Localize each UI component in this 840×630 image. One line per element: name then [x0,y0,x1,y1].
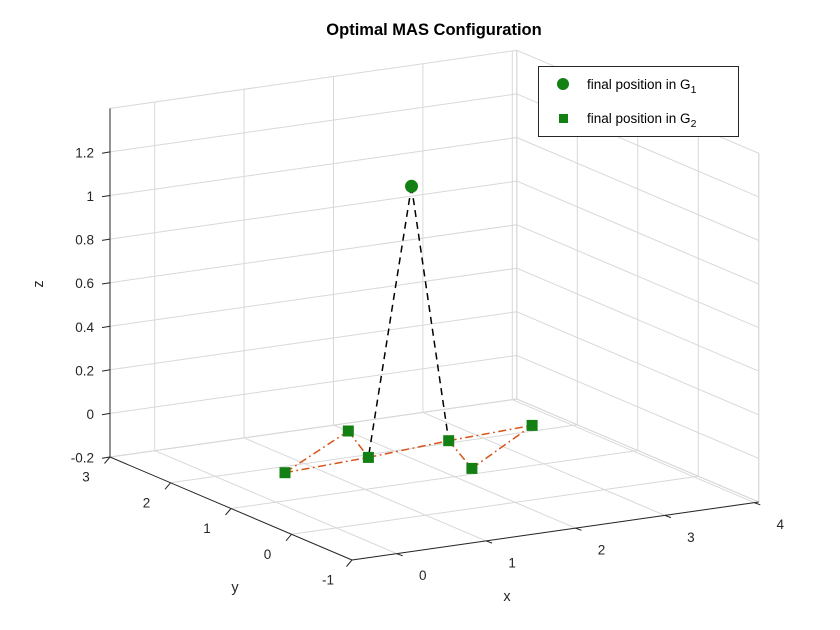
y-tick [346,559,353,567]
z-tick-label: -0.2 [71,451,94,466]
z-tick-label: 0.6 [75,276,94,291]
y-tick-label: 2 [143,495,151,510]
edge-dashdot-orange [284,456,369,474]
grid-line-wally-z [109,267,517,327]
box-edge [109,49,517,109]
z-axis-label: z [31,280,47,288]
g2-square-marker [342,425,354,437]
legend-marker-cell [539,114,587,124]
grid-line-wallx-z [516,311,759,416]
y-tick [104,456,111,464]
edge-dashed-black [367,186,413,458]
box-edge [516,398,759,503]
z-tick [101,282,111,285]
edge-dashdot-orange [471,424,533,470]
grid-line-wallx-z [516,224,759,329]
x-tick-label: 1 [508,555,516,570]
z-tick [101,151,111,154]
g2-square-marker [279,467,291,479]
g2-square-marker [443,435,455,447]
x-tick [485,540,493,544]
y-tick-label: 1 [203,521,211,536]
z-tick [101,369,111,372]
grid-line-wallx-z [516,180,759,285]
box-edge [109,398,517,458]
x-tick [396,553,403,557]
legend: final position in G1 final position in G… [538,66,739,137]
grid-line-wally-z [109,311,517,371]
y-tick-label: 0 [264,547,272,562]
x-axis-line [351,501,759,561]
grid-line-wally-z [109,224,517,284]
legend-label-g2: final position in G2 [587,111,696,129]
g2-square-marker [466,462,478,474]
z-tick-label: 1.2 [75,145,94,160]
x-tick [664,514,672,519]
z-tick [101,456,111,459]
y-tick-label: 3 [82,470,90,485]
grid-line-wallx-z [516,267,759,372]
z-tick-label: 0 [86,407,94,422]
z-tick [101,195,111,198]
y-tick [225,508,232,516]
chart-title: Optimal MAS Configuration [326,21,542,39]
z-tick-label: 0.2 [75,363,94,378]
edge-dashdot-orange [284,430,349,474]
x-tick [575,527,582,531]
circle-marker-icon [557,78,569,91]
y-axis-label: y [231,580,239,596]
z-tick-label: 1 [86,189,94,204]
y-tick-label: -1 [322,573,334,588]
legend-row-g2: final position in G2 [539,102,738,136]
z-tick-label: 0.8 [75,233,94,248]
legend-label-text: final position in G [587,76,691,92]
x-tick-label: 2 [598,543,606,558]
y-tick [164,482,171,490]
g1-circle-marker [405,179,418,193]
edge-dashdot-orange [368,439,449,459]
legend-label-text: final position in G [587,111,691,127]
g2-square-marker [362,451,374,463]
grid-line-wally-z [109,93,517,153]
legend-label-subscript: 2 [690,118,697,131]
grid-line-wally-z [109,180,517,240]
square-marker-icon [558,114,568,124]
x-tick-label: 3 [687,530,695,545]
z-tick-label: 0.4 [75,320,94,335]
legend-label-subscript: 1 [690,83,697,96]
x-tick-label: 0 [419,568,427,583]
x-tick-label: 4 [777,517,785,532]
y-tick [285,533,292,542]
z-tick [101,412,111,416]
x-axis-label: x [503,589,511,605]
z-tick [101,325,111,329]
x-tick [754,502,761,506]
edge-dashed-black [410,186,450,441]
legend-row-g1: final position in G1 [539,67,738,101]
legend-marker-cell [539,78,587,91]
z-tick [101,238,111,241]
grid-line-wallx-z [516,354,759,459]
grid-line-floor-y [230,450,638,509]
edge-dashdot-orange [448,424,533,442]
grid-line-wally-z [109,354,517,414]
grid-line-wallx-z [516,137,759,241]
grid-line-wally-z [109,137,517,196]
g2-square-marker [526,419,538,431]
legend-label-g1: final position in G1 [587,76,696,95]
grid-line-floor-y [291,475,699,535]
